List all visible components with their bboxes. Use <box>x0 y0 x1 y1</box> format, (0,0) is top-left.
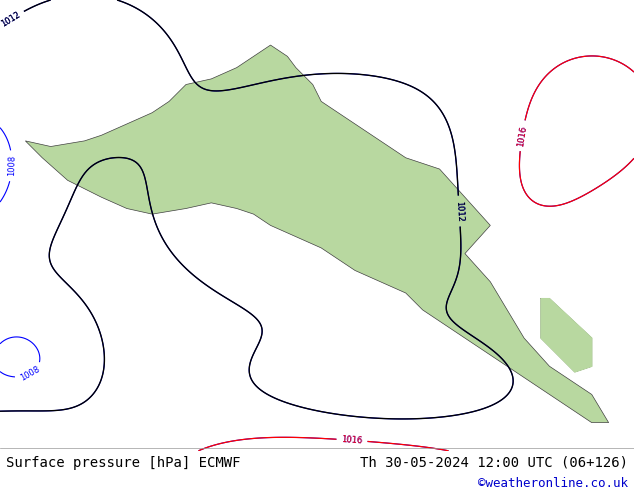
Text: ©weatheronline.co.uk: ©weatheronline.co.uk <box>477 477 628 490</box>
Text: 1008: 1008 <box>7 155 16 176</box>
Text: 1012: 1012 <box>454 200 464 222</box>
Polygon shape <box>25 45 609 422</box>
Text: 1012: 1012 <box>0 10 22 28</box>
Text: 1016: 1016 <box>341 435 363 445</box>
Text: 1012: 1012 <box>454 200 464 222</box>
Text: 1016: 1016 <box>341 435 363 445</box>
Polygon shape <box>541 299 592 372</box>
Text: Surface pressure [hPa] ECMWF: Surface pressure [hPa] ECMWF <box>6 456 241 470</box>
Text: 1012: 1012 <box>0 10 22 28</box>
Text: 1016: 1016 <box>516 124 528 147</box>
Text: 1016: 1016 <box>516 124 528 147</box>
Text: 1008: 1008 <box>18 365 41 383</box>
Text: Th 30-05-2024 12:00 UTC (06+126): Th 30-05-2024 12:00 UTC (06+126) <box>359 456 628 470</box>
